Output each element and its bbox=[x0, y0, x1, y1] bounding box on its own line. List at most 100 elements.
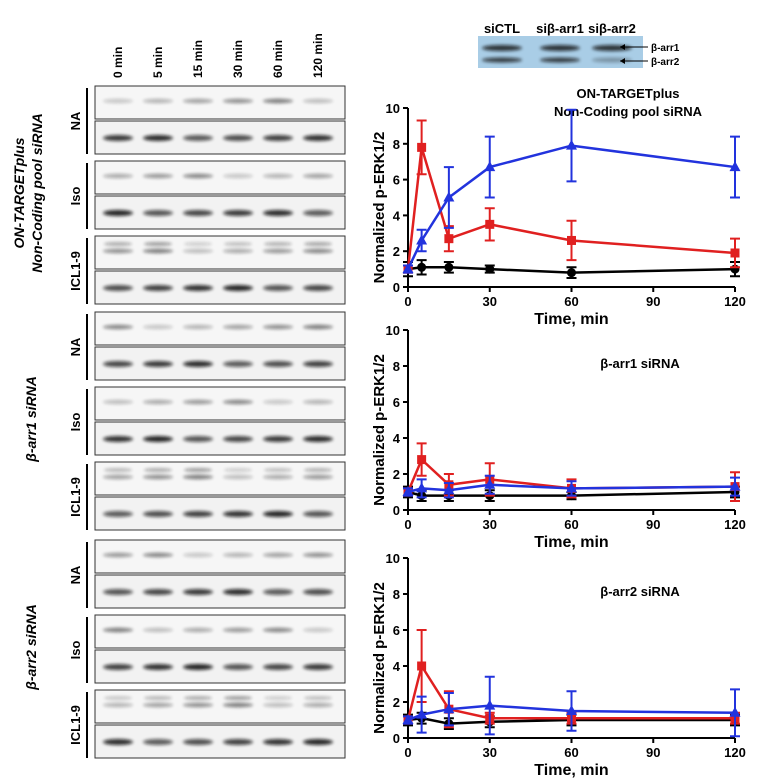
y-tick-label: 10 bbox=[386, 101, 400, 116]
blot-band bbox=[223, 399, 253, 405]
blot-band bbox=[223, 135, 253, 141]
y-tick-label: 8 bbox=[393, 587, 400, 602]
series-line bbox=[406, 662, 735, 721]
blot-band bbox=[143, 248, 173, 254]
blot-band bbox=[143, 627, 173, 633]
blot-strip bbox=[94, 386, 346, 421]
blot-band bbox=[103, 135, 133, 141]
blot-band bbox=[183, 436, 213, 442]
marker bbox=[444, 262, 454, 272]
row-label: NA bbox=[68, 565, 83, 584]
x-axis-label: Time, min bbox=[534, 311, 608, 328]
blot-band bbox=[303, 135, 333, 141]
blot-band bbox=[143, 324, 173, 330]
blot-band bbox=[223, 552, 253, 558]
marker bbox=[416, 482, 428, 493]
blot-band bbox=[304, 696, 332, 700]
blot-strip bbox=[94, 539, 346, 574]
marker bbox=[484, 161, 496, 172]
blot-band bbox=[103, 285, 133, 291]
blot-band bbox=[183, 739, 213, 745]
marker bbox=[729, 161, 741, 172]
blot-band bbox=[144, 242, 172, 246]
annotation-line: Non-Coding pool siRNA bbox=[554, 104, 703, 119]
series-line bbox=[406, 144, 736, 270]
blot-band bbox=[183, 552, 213, 558]
blot-band bbox=[103, 474, 133, 480]
y-tick-label: 10 bbox=[386, 323, 400, 338]
blot-band bbox=[183, 664, 213, 670]
time-label: 0 min bbox=[111, 47, 125, 78]
x-tick-label: 90 bbox=[646, 517, 660, 532]
x-tick-label: 30 bbox=[483, 517, 497, 532]
blot-band bbox=[143, 436, 173, 442]
blot-band bbox=[223, 511, 253, 517]
blot-band bbox=[223, 627, 253, 633]
blot-band bbox=[143, 135, 173, 141]
blot-band bbox=[103, 436, 133, 442]
blot-band bbox=[143, 210, 173, 216]
inset-band bbox=[592, 57, 632, 63]
blot-band bbox=[224, 696, 252, 700]
blot-band bbox=[103, 361, 133, 367]
marker bbox=[443, 703, 455, 714]
blot-band bbox=[224, 242, 252, 246]
row-label: Iso bbox=[68, 641, 83, 660]
y-tick-label: 4 bbox=[393, 208, 401, 223]
blot-band bbox=[263, 248, 293, 254]
group-label: β-arr1 siRNA bbox=[23, 376, 39, 463]
y-tick-label: 2 bbox=[393, 467, 400, 482]
inset-lane-label: siβ-arr1 bbox=[536, 21, 584, 36]
time-label: 60 min bbox=[271, 40, 285, 78]
inset-band bbox=[540, 45, 580, 51]
blot-band bbox=[263, 210, 293, 216]
row-label: NA bbox=[68, 337, 83, 356]
marker bbox=[444, 234, 454, 244]
row-label: Iso bbox=[68, 187, 83, 206]
inset-band bbox=[540, 57, 580, 63]
blot-band bbox=[104, 468, 132, 472]
blot-band bbox=[144, 468, 172, 472]
blot-band bbox=[143, 552, 173, 558]
blot-strip bbox=[94, 235, 346, 270]
marker bbox=[567, 235, 576, 245]
x-tick-label: 120 bbox=[724, 517, 746, 532]
blot-band bbox=[183, 135, 213, 141]
blot-band bbox=[224, 468, 252, 472]
blot-strip bbox=[94, 160, 346, 195]
blot-band bbox=[304, 242, 332, 246]
blot-band bbox=[184, 468, 212, 472]
blot-band bbox=[263, 511, 293, 517]
annotation-line: β-arr2 siRNA bbox=[600, 584, 680, 599]
blot-band bbox=[143, 399, 173, 405]
blot-band bbox=[263, 285, 293, 291]
blot-band bbox=[263, 702, 293, 708]
blot-band bbox=[103, 664, 133, 670]
blot-band bbox=[183, 285, 213, 291]
blot-band bbox=[264, 468, 292, 472]
blot-strip bbox=[94, 689, 346, 724]
marker bbox=[402, 486, 414, 496]
blot-band bbox=[223, 173, 253, 179]
blot-band bbox=[264, 242, 292, 246]
blot-band bbox=[143, 511, 173, 517]
blot-band bbox=[303, 210, 333, 216]
marker bbox=[566, 139, 577, 150]
blot-band bbox=[103, 210, 133, 216]
annotation: β-arr1 siRNA bbox=[600, 356, 680, 371]
blot-band bbox=[303, 739, 333, 745]
blot-band bbox=[183, 173, 213, 179]
blot-band bbox=[223, 285, 253, 291]
blot-band bbox=[264, 696, 292, 700]
blot-band bbox=[183, 210, 213, 216]
y-tick-label: 2 bbox=[393, 244, 400, 259]
y-tick-label: 10 bbox=[386, 551, 400, 566]
blot-band bbox=[104, 242, 132, 246]
y-axis-label: Normalized p-ERK1/2 bbox=[371, 354, 388, 506]
blot-band bbox=[303, 702, 333, 708]
marker bbox=[485, 264, 495, 274]
blot-band bbox=[184, 242, 212, 246]
blot-band bbox=[303, 436, 333, 442]
y-tick-label: 6 bbox=[393, 173, 400, 188]
blot-band bbox=[263, 324, 293, 330]
